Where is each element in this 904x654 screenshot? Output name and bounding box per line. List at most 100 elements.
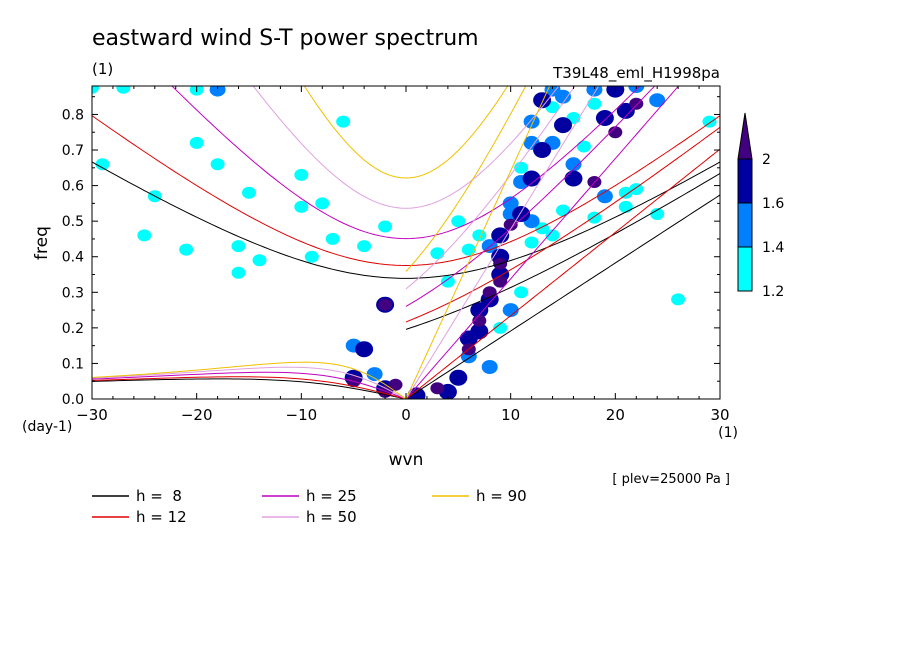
kelvin-curve (405, 148, 720, 399)
legend-label: h = 25 (306, 487, 357, 505)
mrg-curve (405, 86, 656, 307)
contour-blob (586, 86, 603, 97)
y-tick-label: 0.2 (62, 321, 84, 337)
contour-blob (461, 243, 476, 256)
contour-fill-layer (92, 86, 717, 399)
rossby-curve (92, 366, 407, 399)
kelvin-curve (405, 86, 551, 399)
gravity-curve (252, 86, 560, 209)
contour-blob (366, 367, 383, 382)
x-tick-label: −10 (286, 406, 318, 424)
contour-blob (325, 232, 340, 245)
contour-blob (650, 208, 665, 220)
contour-blob (616, 102, 635, 119)
x-tick-label: 0 (401, 406, 411, 424)
x-tick-label: 20 (606, 406, 625, 424)
contour-blob (430, 247, 445, 260)
contour-blob (355, 341, 374, 358)
colorbar: 1.2 1.4 1.6 2 (737, 112, 784, 300)
kelvin-curve (405, 86, 600, 399)
contour-blob (545, 229, 560, 242)
plot-frame (91, 85, 721, 400)
contour-blob (629, 183, 644, 196)
contour-blob (440, 275, 455, 288)
x-unit-label: (1) (718, 425, 738, 441)
contour-blob (502, 196, 519, 211)
contour-blob (493, 275, 508, 288)
colorbar-swatch (737, 202, 753, 248)
contour-blob (649, 93, 666, 108)
contour-blob (116, 86, 131, 94)
contour-blob (629, 97, 644, 110)
contour-blob (481, 360, 498, 374)
contour-blob (430, 382, 445, 395)
contour-blob (242, 186, 256, 199)
y-tick-label: 0.6 (62, 179, 84, 195)
gravity-curve (171, 86, 641, 240)
contour-blob (378, 298, 393, 311)
contour-blob (618, 200, 633, 213)
contour-blob (502, 303, 519, 318)
y-tick-label: 0.3 (62, 285, 84, 301)
x-axis-label: wvn (389, 450, 424, 470)
legend-label: h = 50 (306, 508, 357, 526)
y-tick-label: 0.1 (62, 356, 84, 372)
contour-blob (294, 200, 309, 213)
x-tick-labels: −30 −20 −10 0 10 20 30 (76, 406, 729, 424)
y-tick-label: 0.5 (62, 214, 84, 230)
x-tick-label: −30 (76, 406, 108, 424)
contour-blob (92, 86, 99, 94)
legend-label: h = 8 (136, 487, 182, 505)
contour-blob (618, 186, 633, 199)
contour-blob (556, 204, 570, 217)
contour-blob (304, 250, 319, 263)
legend-label: h = 90 (476, 487, 527, 505)
x-tick-label: −20 (181, 406, 213, 424)
contour-blob (449, 369, 468, 386)
y-axis-label: freq (32, 226, 52, 260)
contour-blob (595, 110, 614, 126)
contour-blob (522, 170, 541, 187)
contour-blob (554, 117, 572, 134)
contour-blob (137, 229, 152, 242)
colorbar-label: 2 (762, 152, 771, 168)
gravity-curve (92, 115, 720, 266)
colorbar-swatch (737, 246, 753, 292)
axis-ticks (91, 86, 721, 400)
contour-blob (179, 243, 194, 256)
mrg-curve (405, 86, 527, 272)
gravity-curve (303, 86, 509, 179)
contour-blob (587, 97, 602, 110)
y-unit-label: (day-1) (22, 419, 72, 435)
gravity-curve (92, 161, 720, 279)
contour-blob (565, 157, 582, 172)
x-tick-label: 30 (710, 406, 729, 424)
kelvin-curve (405, 86, 680, 399)
rossby-curve (92, 376, 407, 399)
contour-blob (231, 240, 246, 253)
mrg-curve (405, 173, 720, 330)
colorbar-label: 1.4 (762, 240, 784, 256)
rossby-curve (92, 371, 407, 399)
rossby-curve (92, 378, 407, 399)
contour-blob (407, 387, 426, 399)
contour-blob (533, 92, 552, 109)
chart-subtitle-left: (1) (92, 60, 113, 78)
contour-blob (357, 240, 372, 253)
y-tick-labels: 0.0 0.1 0.2 0.3 0.4 0.5 0.6 0.7 0.8 (62, 107, 84, 408)
contour-blob (596, 189, 613, 204)
contour-blob (564, 170, 583, 187)
contour-blob (472, 314, 487, 327)
contour-blob (702, 115, 717, 128)
contour-blob (576, 140, 591, 153)
contour-blob (671, 293, 686, 306)
y-tick-label: 0.8 (62, 107, 84, 123)
contour-blob (210, 158, 225, 171)
contour-blob (294, 168, 309, 181)
contour-blob (231, 266, 246, 279)
contour-blob (524, 236, 539, 249)
contour-blob (95, 158, 110, 171)
colorbar-label: 1.2 (762, 284, 784, 300)
contour-blob (514, 286, 529, 299)
